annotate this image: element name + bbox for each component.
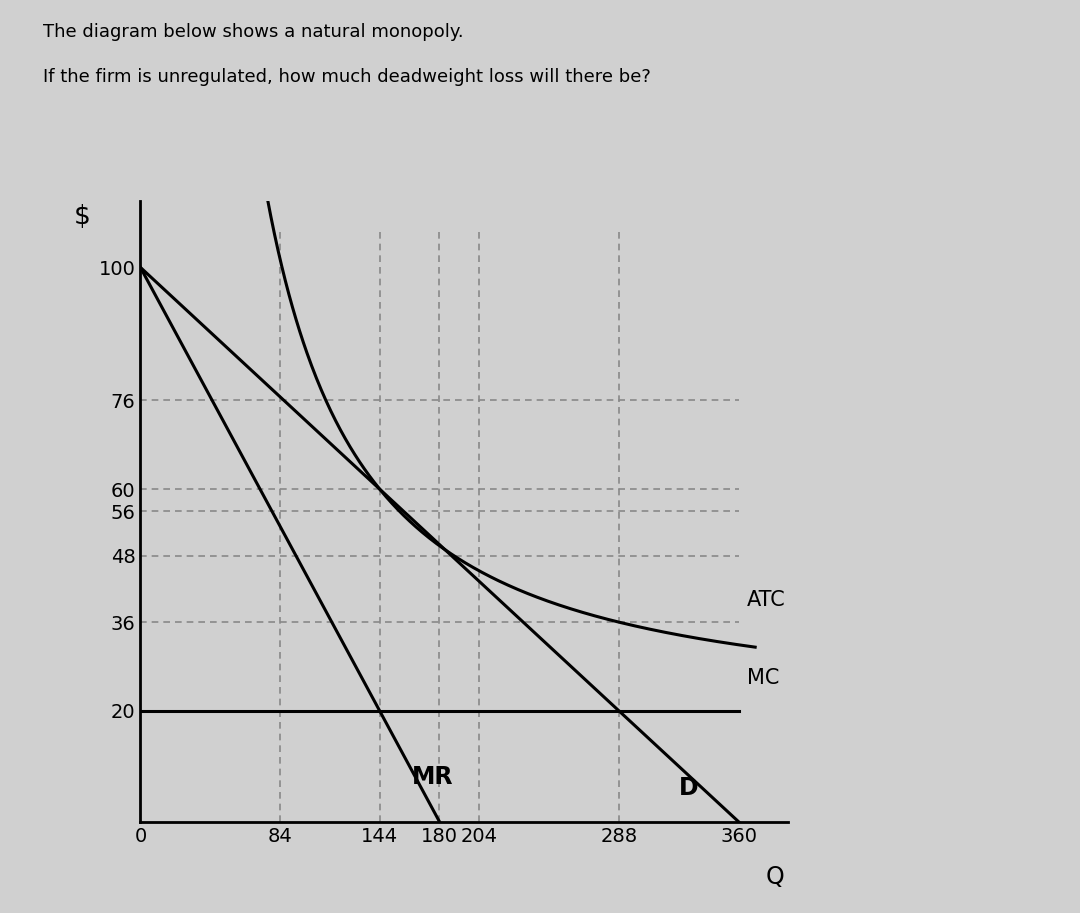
Text: Q: Q [766, 866, 784, 889]
Text: ATC: ATC [747, 590, 785, 610]
Text: D: D [679, 776, 699, 801]
Text: MR: MR [413, 765, 454, 790]
Text: $: $ [73, 205, 91, 230]
Text: The diagram below shows a natural monopoly.: The diagram below shows a natural monopo… [43, 23, 463, 41]
Text: If the firm is unregulated, how much deadweight loss will there be?: If the firm is unregulated, how much dea… [43, 68, 651, 87]
Text: MC: MC [747, 667, 780, 687]
